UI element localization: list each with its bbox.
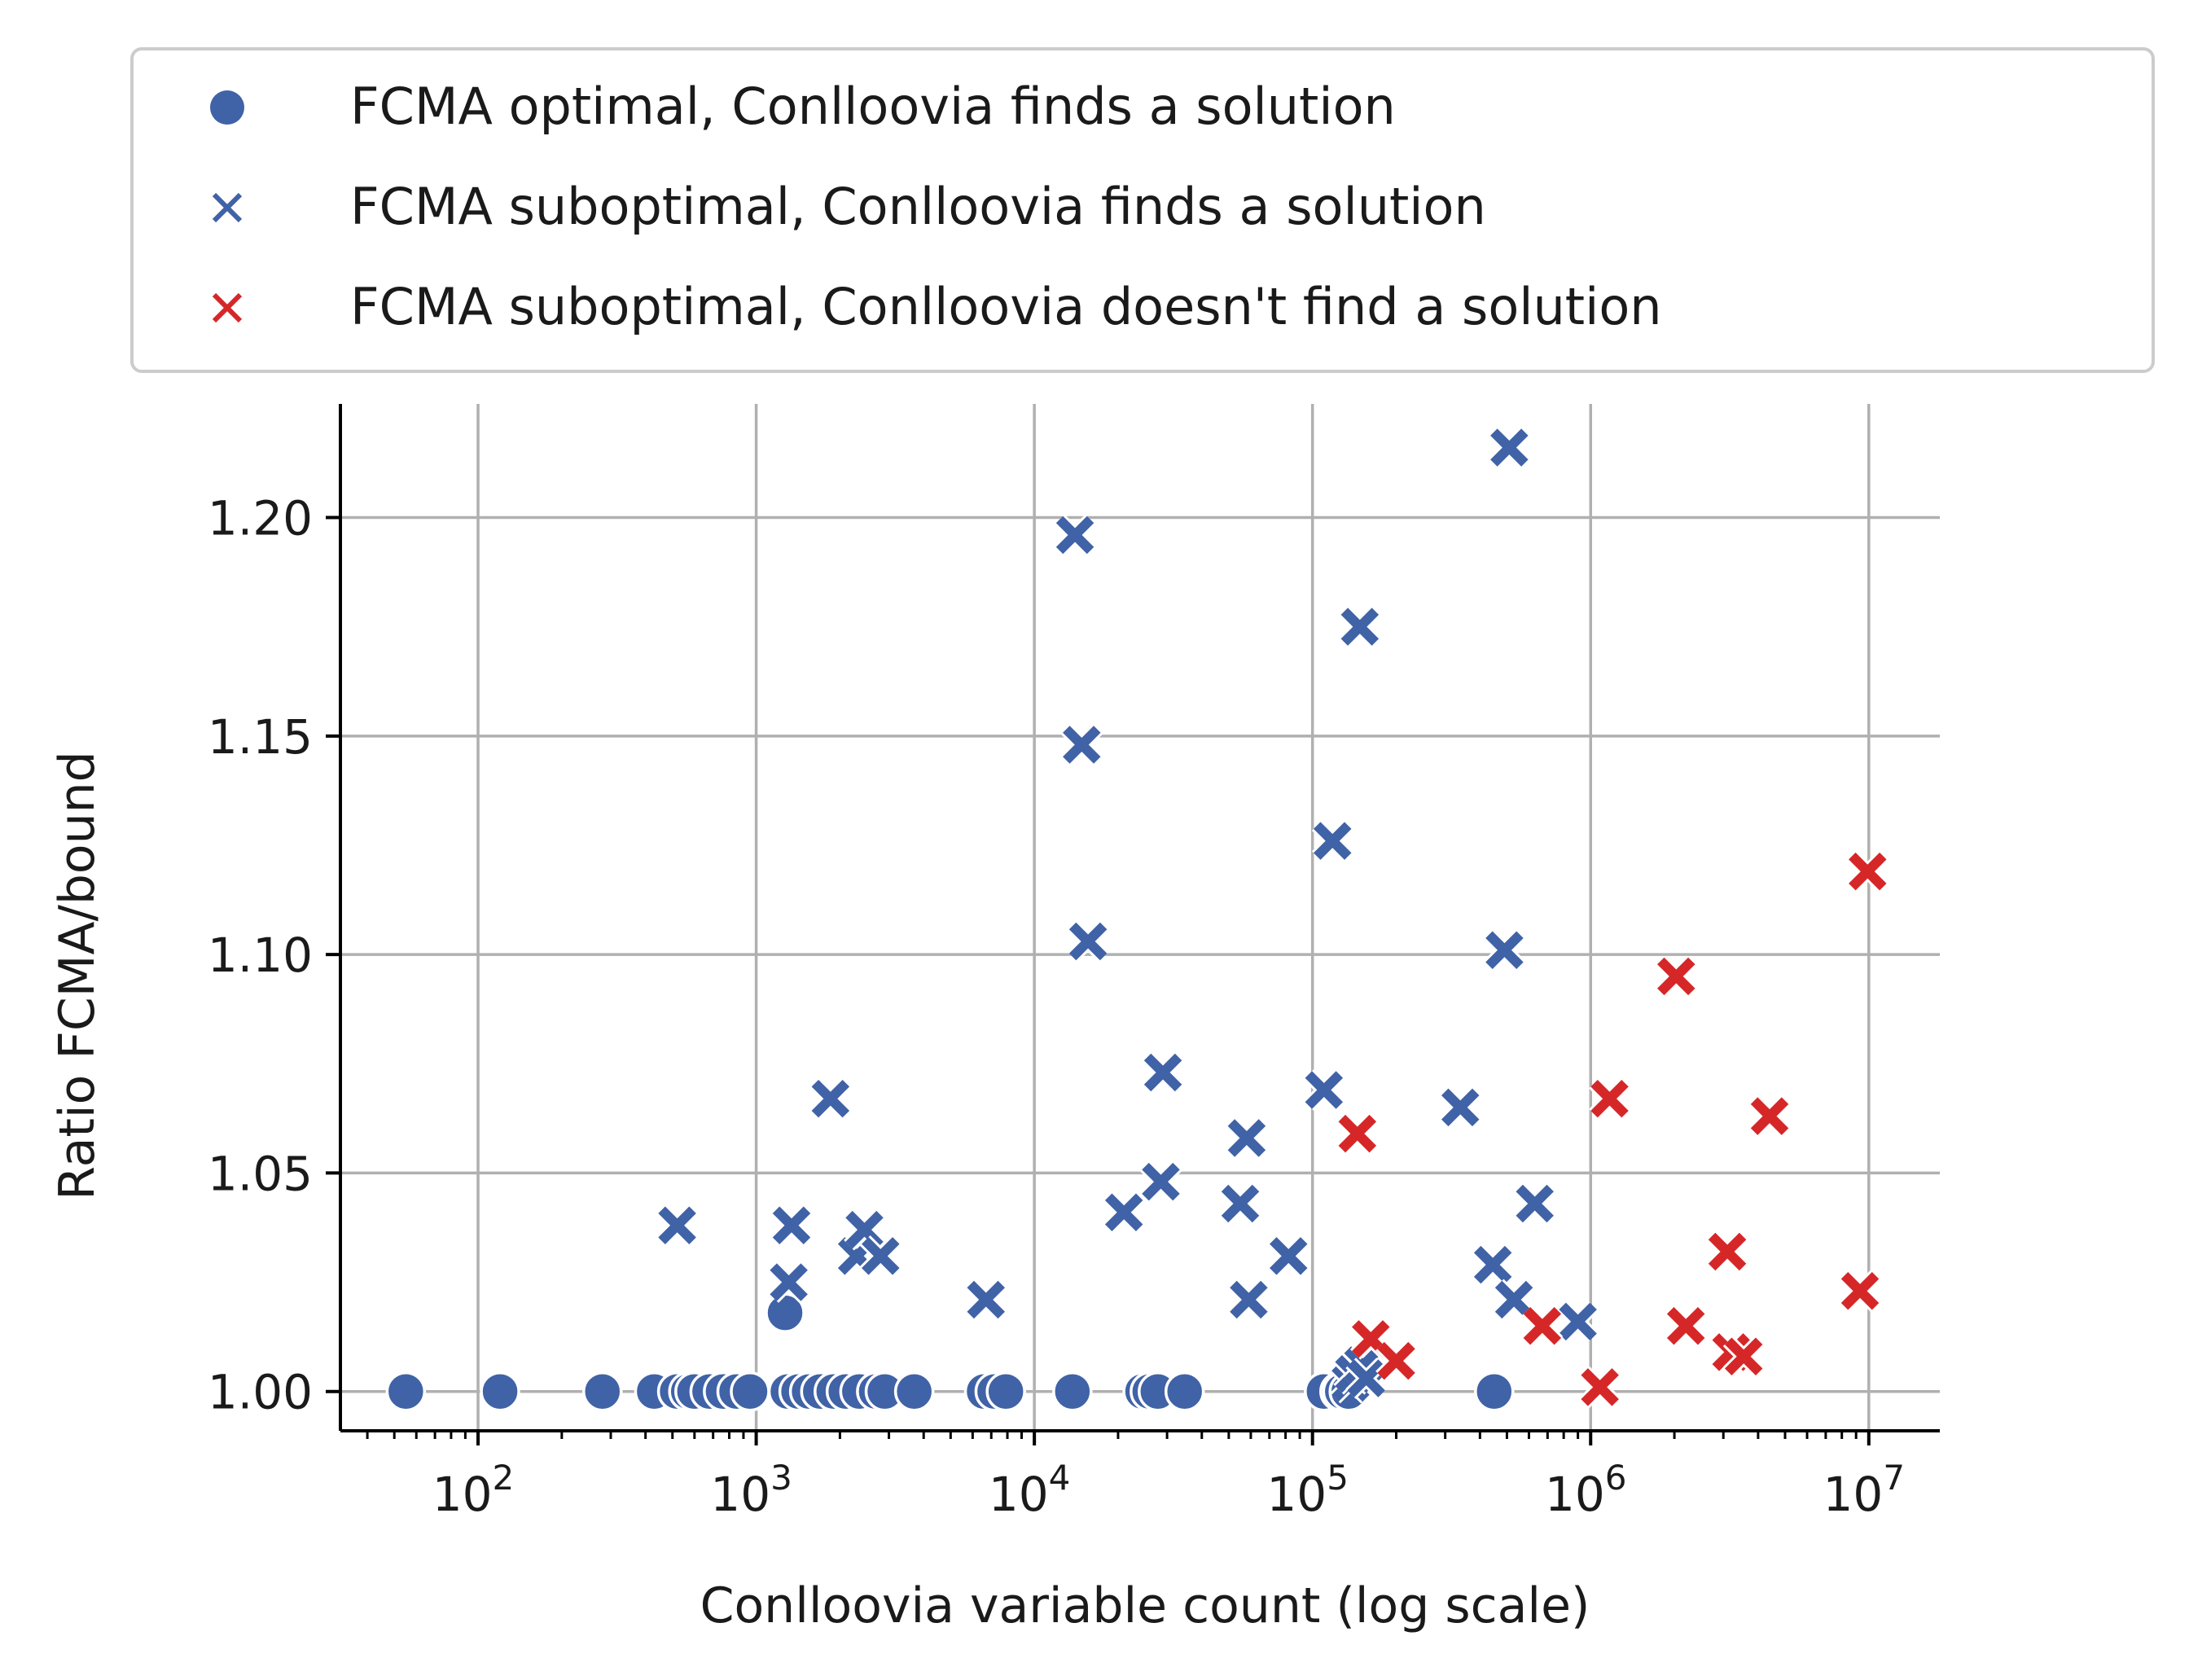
x-tick-label-0: 102 xyxy=(432,1458,515,1522)
point-s1-26 xyxy=(1472,1244,1514,1286)
x-tick-label-3: 105 xyxy=(1266,1458,1349,1522)
legend-marker-blue-x xyxy=(212,192,243,223)
point-s0-34 xyxy=(1474,1371,1515,1412)
point-s1-29 xyxy=(1493,1279,1535,1321)
legend-entry-1: FCMA suboptimal, Conlloovia finds a solu… xyxy=(212,177,1486,236)
point-s0-0 xyxy=(385,1371,427,1412)
point-s1-7 xyxy=(965,1279,1007,1321)
point-s2-4 xyxy=(1579,1366,1621,1408)
point-s1-31 xyxy=(1557,1301,1599,1343)
x-tick-label-4: 106 xyxy=(1545,1458,1627,1522)
y-tick-label-0: 1.00 xyxy=(208,1365,313,1420)
point-s2-12 xyxy=(1839,1270,1881,1312)
point-s2-2 xyxy=(1375,1340,1417,1382)
point-s1-22 xyxy=(1339,606,1381,648)
point-s2-10 xyxy=(1722,1336,1765,1378)
legend-label-2: FCMA suboptimal, Conlloovia doesn't find… xyxy=(350,277,1662,336)
y-tick-label-1: 1.05 xyxy=(208,1146,313,1201)
point-s0-10 xyxy=(730,1371,770,1412)
legend-entry-0: FCMA optimal, Conlloovia finds a solutio… xyxy=(210,77,1396,136)
point-s1-14 xyxy=(1219,1182,1261,1225)
x-axis-label: Conlloovia variable count (log scale) xyxy=(700,1577,1590,1634)
grid-lines xyxy=(340,404,1940,1431)
legend-x-1 xyxy=(212,192,243,223)
point-s1-8 xyxy=(1054,514,1096,556)
y-axis-label: Ratio FCMA/bound xyxy=(49,751,106,1200)
point-s2-6 xyxy=(1655,955,1697,998)
point-s2-11 xyxy=(1748,1095,1791,1138)
point-s0-2 xyxy=(582,1371,623,1412)
point-s2-13 xyxy=(1846,850,1889,893)
point-s2-5 xyxy=(1589,1077,1630,1120)
point-s0-24 xyxy=(985,1371,1026,1412)
point-s0-25 xyxy=(1052,1371,1093,1412)
legend-label-1: FCMA suboptimal, Conlloovia finds a solu… xyxy=(350,177,1486,236)
point-s1-25 xyxy=(1439,1086,1481,1129)
y-tick-label-4: 1.20 xyxy=(208,491,313,546)
y-tick-label-3: 1.15 xyxy=(208,709,313,765)
point-s2-0 xyxy=(1336,1112,1379,1155)
point-s1-13 xyxy=(1142,1051,1184,1094)
point-s1-17 xyxy=(1267,1235,1309,1277)
data-points xyxy=(385,427,1889,1412)
point-s1-1 xyxy=(768,1261,809,1303)
x-tick-label-5: 107 xyxy=(1823,1458,1906,1522)
point-s1-2 xyxy=(770,1204,813,1247)
axes xyxy=(326,404,1940,1445)
x-tick-label-1: 103 xyxy=(710,1458,792,1522)
point-s1-27 xyxy=(1484,929,1525,972)
point-s0-21 xyxy=(893,1371,935,1412)
point-s1-19 xyxy=(1311,820,1353,862)
point-s0-29 xyxy=(1164,1371,1205,1412)
point-s1-12 xyxy=(1140,1160,1182,1203)
point-s2-7 xyxy=(1665,1305,1707,1347)
point-s1-11 xyxy=(1103,1191,1145,1234)
tick-labels: 1.00 1.05 1.10 1.15 1.20 102 103 104 105 106 107 xyxy=(208,491,1905,1522)
point-s2-3 xyxy=(1521,1305,1564,1347)
x-tick-label-2: 104 xyxy=(989,1458,1071,1522)
legend-label-0: FCMA optimal, Conlloovia finds a solutio… xyxy=(350,77,1396,136)
point-s1-24 xyxy=(1345,1358,1388,1399)
point-s1-15 xyxy=(1226,1117,1268,1159)
point-s1-9 xyxy=(1060,724,1103,765)
point-s0-1 xyxy=(480,1371,520,1412)
legend-marker-circle xyxy=(210,90,244,125)
point-s1-16 xyxy=(1228,1279,1270,1321)
legend-marker-red-x xyxy=(212,292,243,323)
point-s1-28 xyxy=(1489,427,1530,469)
legend-frame xyxy=(130,47,2155,373)
point-s2-8 xyxy=(1706,1230,1748,1273)
point-s1-30 xyxy=(1514,1182,1556,1225)
legend-x-2 xyxy=(212,292,243,323)
point-s1-10 xyxy=(1067,920,1109,963)
legend-entry-2: FCMA suboptimal, Conlloovia doesn't find… xyxy=(212,277,1662,336)
point-s1-18 xyxy=(1303,1069,1345,1111)
y-tick-label-2: 1.10 xyxy=(208,928,313,983)
point-s1-3 xyxy=(809,1077,852,1120)
point-s1-6 xyxy=(859,1235,901,1277)
point-s1-0 xyxy=(656,1204,698,1247)
